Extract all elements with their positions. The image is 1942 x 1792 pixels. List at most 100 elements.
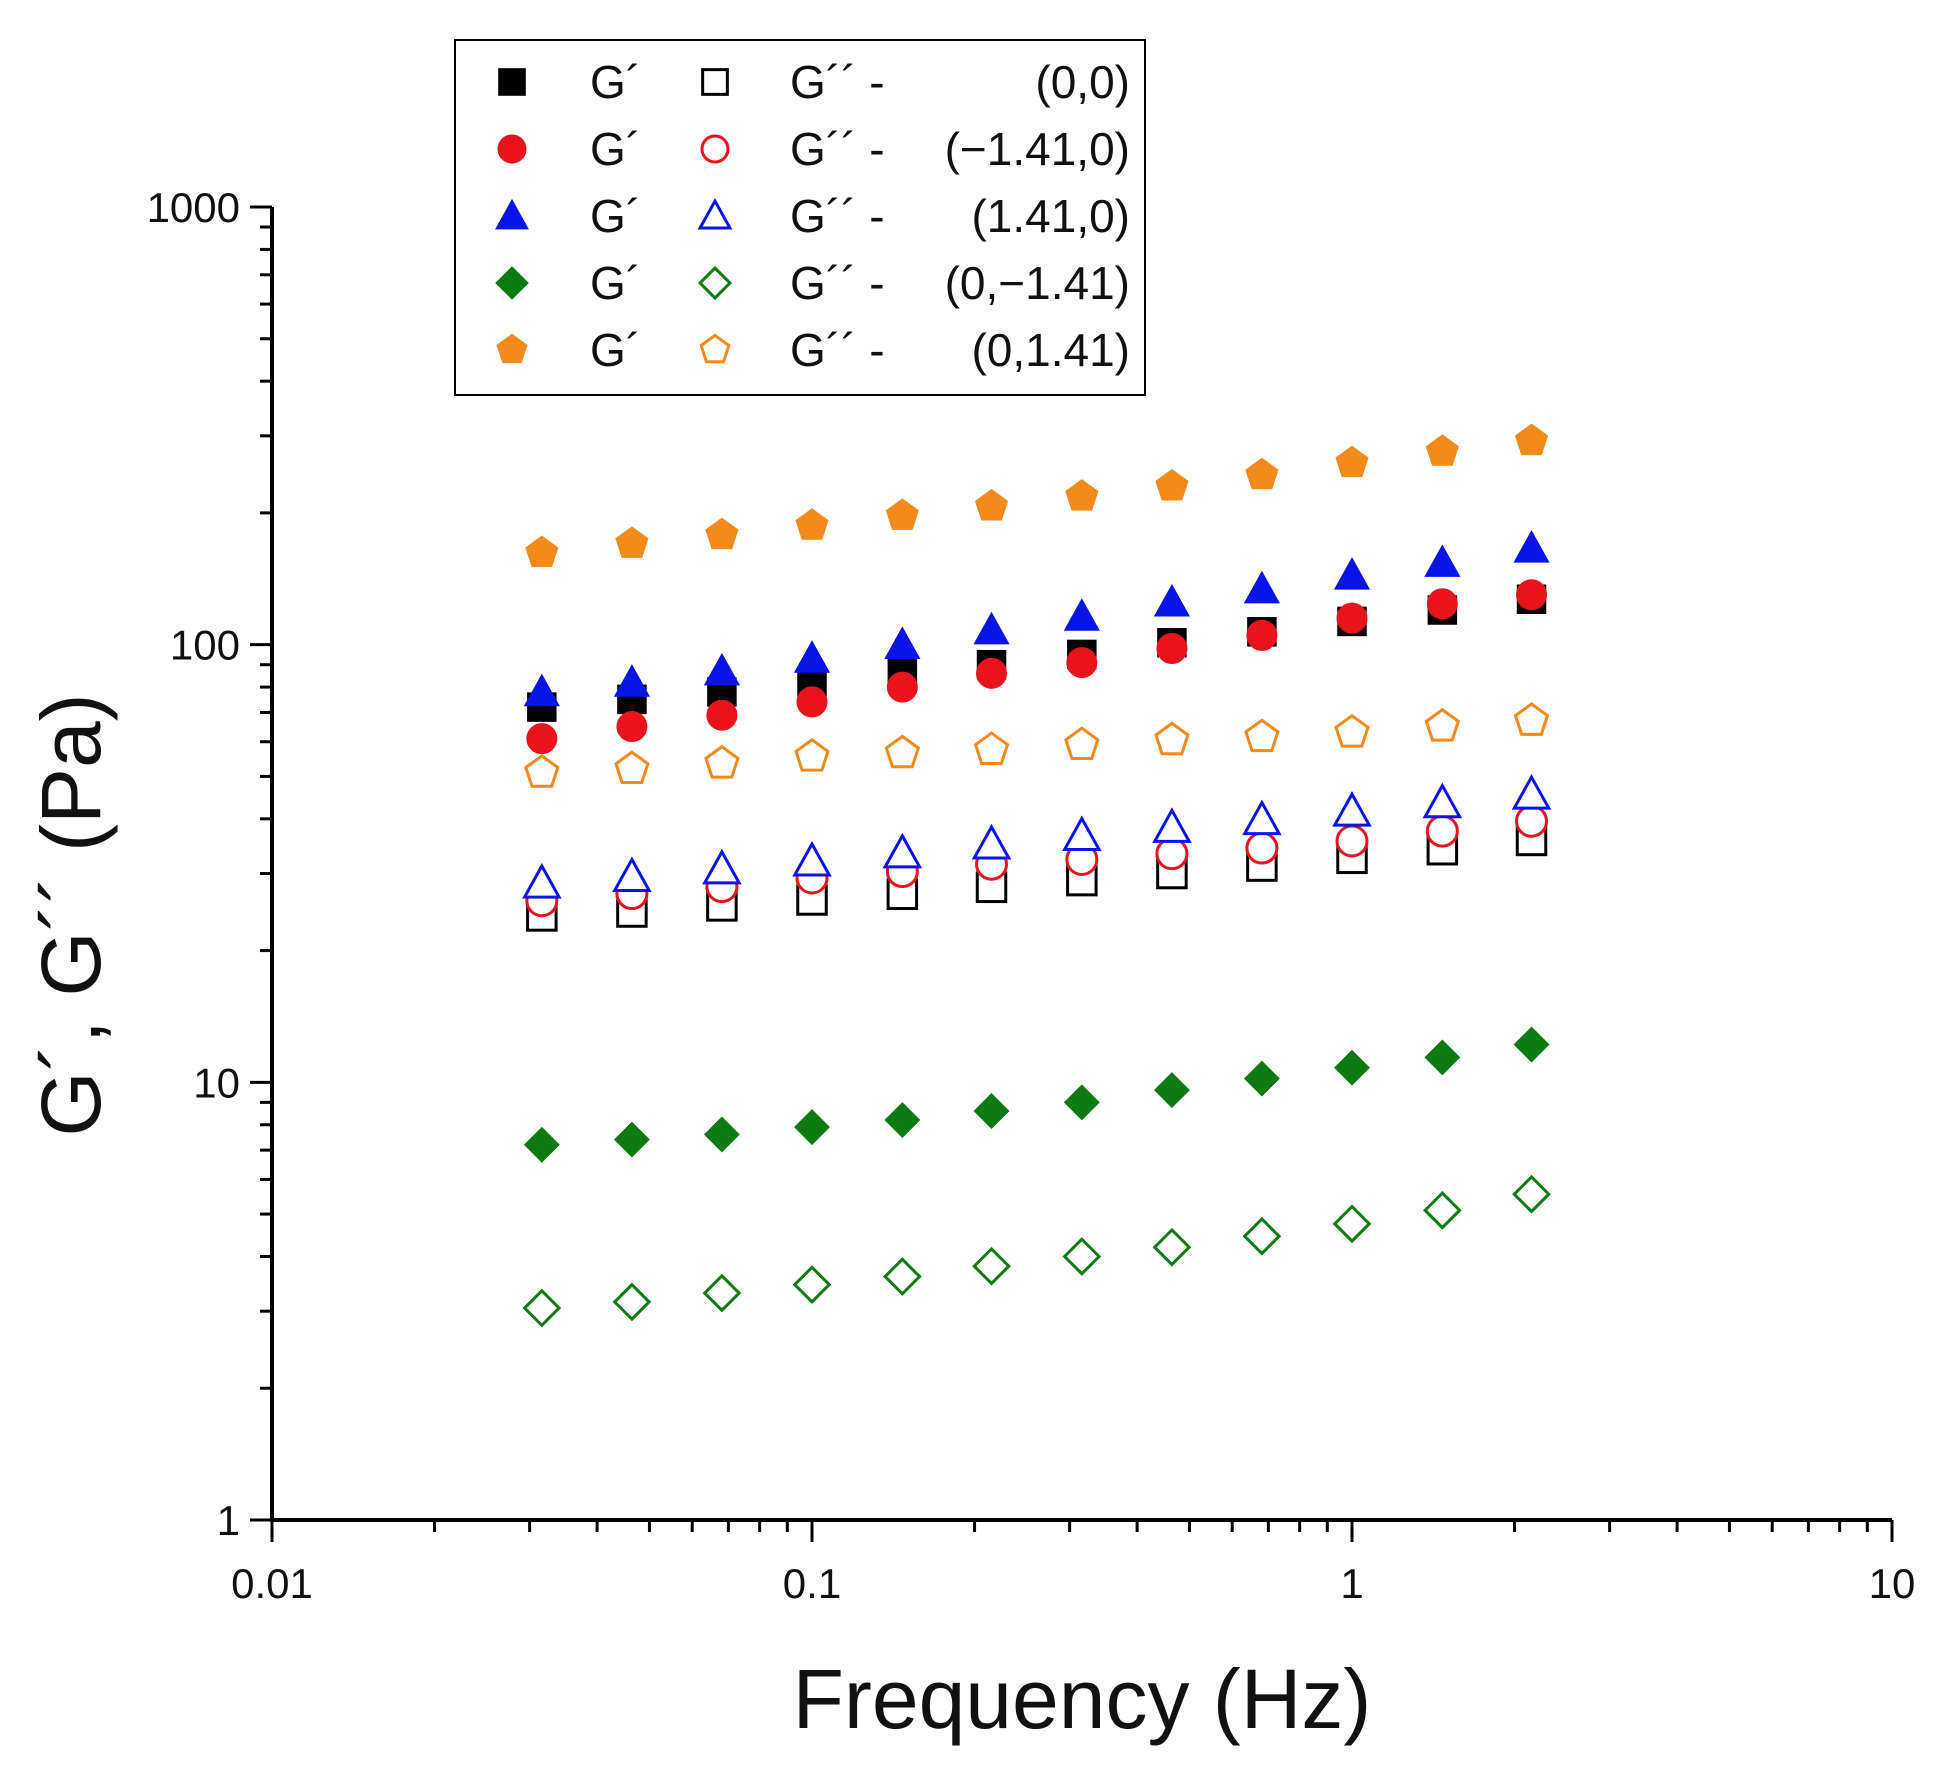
legend-label-gdoubleprime: G´´ - <box>790 190 885 242</box>
x-tick-label: 10 <box>1869 1560 1916 1607</box>
legend-marker-filled <box>495 198 529 230</box>
legend-sample-label: (−1.41,0) <box>945 123 1130 175</box>
legend-label-gdoubleprime: G´´ - <box>790 123 885 175</box>
legend-marker-filled <box>498 68 526 96</box>
y-tick-label: 1000 <box>147 184 240 231</box>
data-point <box>1245 457 1279 490</box>
data-point <box>704 744 740 779</box>
data-point <box>1154 721 1190 756</box>
axes: 0.01 0.1 1 10 1 10 100 1000 <box>147 184 1916 1607</box>
y-axis-title: G´, G´´ (Pa) <box>24 693 118 1136</box>
data-point <box>973 1093 1010 1129</box>
legend-marker-open <box>697 265 733 301</box>
legend-marker-filled <box>497 134 527 164</box>
y-tick-label: 10 <box>193 1059 240 1106</box>
y-tick-label: 1 <box>217 1497 240 1544</box>
data-point <box>793 640 831 673</box>
data-point <box>974 488 1009 521</box>
data-point <box>882 1257 922 1296</box>
data-point <box>1335 445 1369 478</box>
data-point <box>1422 1190 1462 1230</box>
legend-marker-open <box>701 68 729 96</box>
data-point <box>973 731 1010 765</box>
data-point <box>612 856 652 893</box>
x-tick-label: 0.1 <box>783 1560 841 1607</box>
data-point <box>523 673 560 707</box>
data-point <box>792 1265 832 1304</box>
data-point <box>884 734 921 769</box>
legend: G´ G´´ - (0,0) G´ G´´ - (−1.41,0) G´ G´´ - (1.41… <box>454 39 1146 396</box>
data-point <box>614 750 650 785</box>
data-point <box>705 517 739 550</box>
legend-sample-label: (0,0) <box>1035 56 1130 108</box>
y-tick-label: 100 <box>170 622 240 669</box>
data-point <box>976 657 1008 689</box>
data-point <box>1511 774 1552 810</box>
data-point <box>702 848 742 885</box>
data-point <box>613 664 651 697</box>
series-square-filled <box>527 584 1547 722</box>
legend-row: G´ G´´ - (0,1.41) <box>496 324 1130 376</box>
x-axis-title: Frequency (Hz) <box>793 1652 1372 1746</box>
legend-marker-open <box>700 134 730 164</box>
data-point <box>1242 1216 1282 1256</box>
legend-row: G´ G´´ - (0,0) <box>498 56 1130 108</box>
data-point <box>1516 579 1548 611</box>
data-point <box>885 498 919 530</box>
data-point <box>1513 702 1550 736</box>
data-point <box>1424 1039 1461 1076</box>
data-point <box>1064 726 1100 761</box>
data-point <box>1063 1084 1100 1121</box>
legend-marker-filled <box>495 266 529 300</box>
data-point <box>1243 570 1280 604</box>
data-point <box>1243 1060 1280 1097</box>
data-point <box>794 1109 830 1146</box>
data-point <box>971 823 1012 860</box>
legend-label-gprime: G´ <box>590 257 641 309</box>
data-point <box>1513 530 1550 563</box>
legend-sample-label: (0,1.41) <box>971 324 1130 376</box>
data-point <box>1514 423 1549 456</box>
data-point <box>615 526 649 558</box>
series-circle-open <box>525 804 1549 918</box>
legend-sample-label: (1.41,0) <box>971 190 1130 242</box>
data-point <box>1422 782 1463 819</box>
legend-marker-open <box>697 197 733 230</box>
legend-label-gdoubleprime: G´´ - <box>790 56 885 108</box>
legend-marker-open <box>699 333 731 364</box>
data-point <box>882 832 923 869</box>
data-point <box>1332 1204 1372 1244</box>
data-point <box>1334 1049 1370 1086</box>
data-point <box>795 508 829 540</box>
series-pentagon-filled <box>525 423 1549 568</box>
data-point <box>1062 815 1102 852</box>
data-point <box>1513 1026 1550 1063</box>
series-square-open <box>526 824 1548 932</box>
data-point <box>702 1273 742 1313</box>
series-diamond-open <box>522 1174 1551 1328</box>
x-tick-label: 0.01 <box>231 1560 313 1607</box>
data-point <box>1335 824 1369 858</box>
legend-marker-filled <box>496 333 528 364</box>
series-pentagon-open <box>524 702 1550 788</box>
legend-row: G´ G´´ - (−1.41,0) <box>497 123 1130 175</box>
data-point <box>1152 1227 1192 1267</box>
legend-label-gdoubleprime: G´´ - <box>790 324 885 376</box>
data-point <box>1425 434 1459 466</box>
data-point <box>884 1102 921 1139</box>
data-point <box>1155 468 1189 501</box>
data-point <box>1155 837 1189 871</box>
data-point <box>1424 544 1461 577</box>
data-point <box>794 737 830 772</box>
legend-sample-label: (0,−1.41) <box>945 257 1130 309</box>
data-point <box>1066 647 1098 679</box>
series-triangle-open <box>522 774 1552 899</box>
data-point <box>522 862 562 899</box>
data-point <box>1063 598 1100 631</box>
legend-label-gprime: G´ <box>590 56 641 108</box>
data-point <box>1336 602 1368 634</box>
legend-label-gprime: G´ <box>590 123 641 175</box>
data-point <box>884 626 921 659</box>
data-point <box>1334 713 1370 748</box>
